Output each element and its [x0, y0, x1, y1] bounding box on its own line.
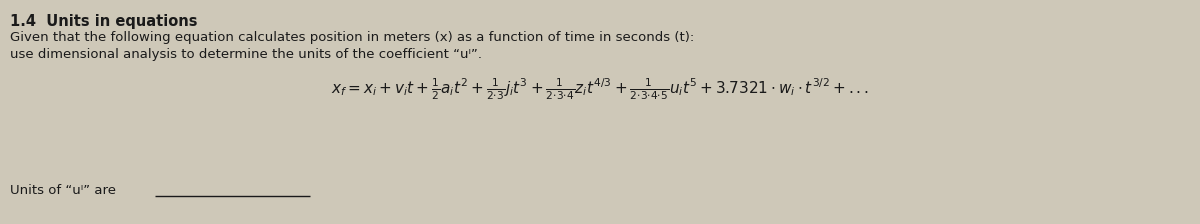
- Text: use dimensional analysis to determine the units of the coefficient “uᴵ”.: use dimensional analysis to determine th…: [10, 48, 482, 61]
- Text: Given that the following equation calculates position in meters (x) as a functio: Given that the following equation calcul…: [10, 31, 695, 44]
- Text: Units of “uᴵ” are: Units of “uᴵ” are: [10, 184, 116, 197]
- Text: $x_f = x_i + v_i t + \frac{1}{2}a_i t^2 + \frac{1}{2{\cdot}3}j_i t^3 + \frac{1}{: $x_f = x_i + v_i t + \frac{1}{2}a_i t^2 …: [331, 76, 869, 101]
- Text: 1.4  Units in equations: 1.4 Units in equations: [10, 14, 198, 29]
